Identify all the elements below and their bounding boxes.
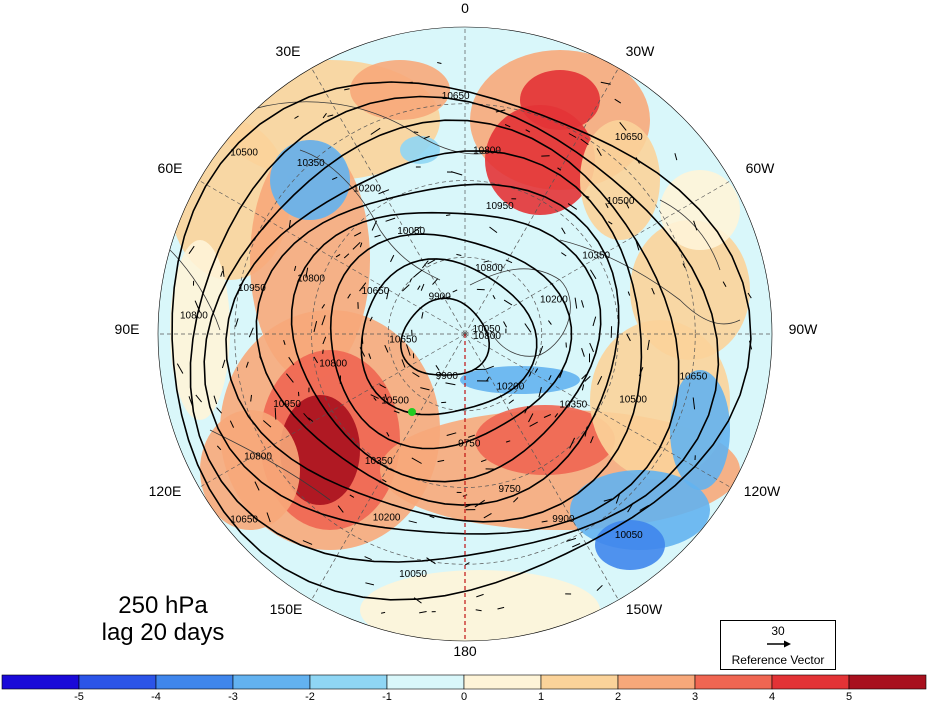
contour-label: 10950 [238,283,266,294]
contour-label: 10800 [244,451,272,462]
contour-label: 10050 [399,569,427,580]
contour-label: 10650 [230,514,258,525]
lag-label: lag 20 days [101,619,225,646]
reference-arrow-icon [767,640,791,648]
contour-label: 10050 [397,226,425,237]
colorbar-bin [1,674,80,690]
contour-label: 10050 [615,530,643,541]
contour-label: 9900 [436,371,459,382]
colorbar-tick: 2 [615,691,621,702]
colorbar-tick: -4 [151,691,161,702]
contour-label: 9900 [552,514,575,525]
contour-label: 10200 [373,513,401,524]
colorbar-bin [694,674,773,690]
reference-vector-label: Reference Vector [731,653,825,667]
lon-label-30e: 30E [276,43,301,59]
contour-label: 10500 [607,196,635,207]
map-disc [158,27,772,641]
contour-label: 10350 [297,158,325,169]
contour-label: 10650 [389,334,417,345]
lon-label-0: 0 [461,0,469,16]
lon-label-90w: 90W [789,321,819,337]
colorbar-bin [540,674,619,690]
contour-label: 9900 [429,291,452,302]
reference-vector-magnitude: 30 [771,624,785,638]
contour-label: 10800 [297,273,325,284]
contour-label: 10050 [472,324,500,335]
longitude-labels: 0 30W 60W 90W 120W 150W 180 150E 120E 90… [115,0,819,659]
contour-label: 10350 [559,399,587,410]
colorbar-tick: -5 [74,691,84,702]
colorbar-ticks: -5 -4 -3 -2 -1 0 1 2 3 4 5 [74,691,852,702]
contour-label: 10200 [496,381,524,392]
contour-label: 10650 [679,372,707,383]
contour-label: 10800 [180,311,208,322]
contour-label: 10650 [615,132,643,143]
colorbar-tick: 1 [538,691,544,702]
lon-label-120w: 120W [744,483,781,499]
colorbar-bin [617,674,696,690]
contour-label: 10800 [319,359,347,370]
colorbar-tick: 5 [846,691,852,702]
contour-label: 10500 [230,148,258,159]
lon-label-90e: 90E [115,321,140,337]
colorbar-bin [848,674,927,690]
contour-label: 10650 [442,91,470,102]
contour-label: 10200 [353,184,381,195]
location-marker [408,408,416,416]
contour-label: 9750 [498,484,521,495]
lon-label-150e: 150E [270,601,303,617]
colorbar-tick: 4 [769,691,775,702]
colorbar [1,674,927,690]
colorbar-bin [155,674,234,690]
colorbar-tick: -2 [305,691,315,702]
contour-labels: 10800 10650 10500 10350 10200 10050 9900 9750 97… [180,91,708,580]
colorbar-tick: -1 [382,691,392,702]
lon-label-120e: 120E [149,483,182,499]
lon-label-180: 180 [453,643,477,659]
contour-label: 10200 [540,294,568,305]
contour-label: 10500 [619,394,647,405]
contour-label: 10950 [486,201,514,212]
lon-label-60w: 60W [746,160,776,176]
pressure-level: 250 hPa [118,592,208,619]
lon-label-150w: 150W [626,601,663,617]
height-contours [171,81,752,601]
reference-vector-box: 30 Reference Vector [720,620,836,670]
map-title: 250 hPa lag 20 days [82,592,244,646]
contour-label: 10350 [582,251,610,262]
colorbar-bin [771,674,850,690]
colorbar-bin [463,674,542,690]
colorbar-tick: 3 [692,691,698,702]
lon-label-30w: 30W [626,43,656,59]
contour-label: 10650 [361,286,389,297]
colorbar-bin [78,674,157,690]
contour-label: 10500 [381,395,409,406]
colorbar-bin [309,674,388,690]
wind-vectors [176,62,753,614]
contour-label: 10800 [475,263,503,274]
contour-label: 10350 [365,456,393,467]
colorbar-bin [232,674,311,690]
contour-label: 10800 [473,331,501,342]
colorbar-tick: 0 [461,691,467,702]
colorbar-tick: -3 [228,691,238,702]
lon-label-60e: 60E [158,160,183,176]
contour-label: 9750 [458,439,481,450]
map-boundary [157,26,773,642]
contour-label: 10950 [273,399,301,410]
colorbar-bin [386,674,465,690]
contour-label: 10800 [473,145,501,156]
